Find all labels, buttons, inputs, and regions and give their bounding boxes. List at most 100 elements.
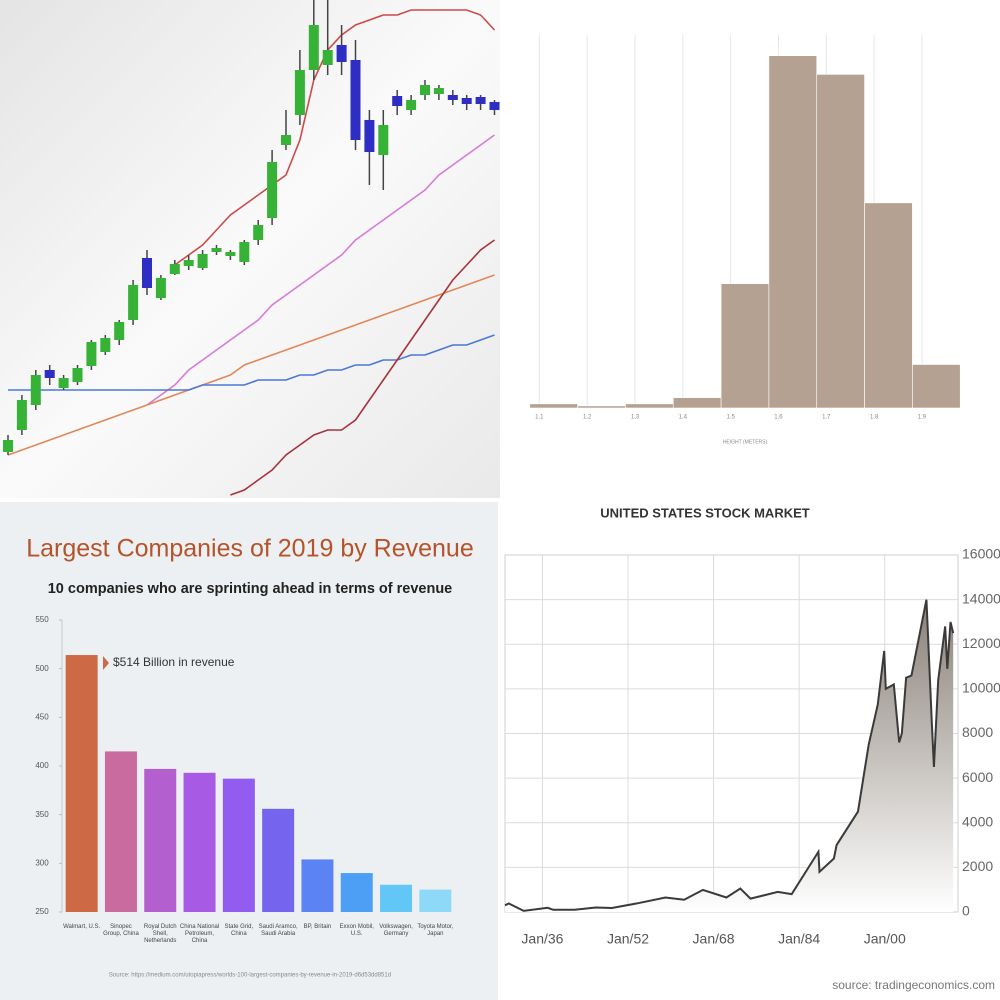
candle-body [322, 50, 333, 65]
candle-body [100, 338, 111, 352]
candle-body [225, 252, 236, 256]
bar [222, 778, 255, 912]
candle-body [253, 225, 264, 240]
x-tick-label: Jan/36 [521, 931, 563, 947]
y-tick-label: 400 [35, 761, 49, 770]
source-note: Source: https://medium.com/utopiapress/w… [109, 973, 391, 979]
candle-body [378, 125, 389, 155]
candle-body [475, 97, 486, 104]
candle-body [433, 88, 444, 94]
x-tick-label: BP, Britain [303, 924, 332, 930]
x-tick-label: 1.9 [918, 415, 927, 421]
moving-average-line [7, 274, 495, 456]
x-tick-label: Saudi Aramco, Saudi Arabia [258, 924, 298, 937]
histogram-bar [768, 55, 818, 409]
bar [301, 859, 334, 912]
x-tick-label: Jan/68 [693, 931, 735, 947]
candle-body [155, 278, 166, 298]
y-tick-label: 250 [35, 907, 49, 916]
candle-body [58, 378, 69, 388]
x-tick-label: State Grid, China [224, 924, 254, 937]
area-fill [505, 599, 954, 912]
x-tick-label: 1.7 [822, 415, 831, 421]
candle-body [489, 102, 500, 110]
candle-body [142, 258, 152, 288]
candle-body [461, 98, 472, 104]
chart-title: UNITED STATES STOCK MARKET [600, 505, 810, 520]
candle-plot [3, 0, 500, 496]
x-tick-label: 1.1 [535, 415, 544, 421]
x-axis-label: HEIGHT (METERS) [723, 439, 768, 445]
candle-body [267, 162, 278, 218]
candle-body [406, 100, 417, 110]
bar [104, 751, 137, 912]
y-tick-label: 16000 [962, 546, 1000, 562]
candle-body [3, 440, 13, 452]
x-tick-label: Walmart, U.S. [63, 924, 101, 930]
x-tick-label: Jan/00 [864, 931, 906, 947]
moving-average-line [8, 334, 495, 391]
y-tick-label: 350 [35, 810, 49, 819]
y-tick-label: 2000 [962, 858, 993, 874]
moving-average-line [230, 239, 495, 496]
y-tick-label: 300 [35, 858, 49, 867]
x-tick-label: Sinopec Group, China [103, 924, 139, 937]
bar [65, 655, 98, 912]
x-tick-label: 1.5 [726, 415, 735, 421]
x-tick-label: 1.4 [679, 415, 688, 421]
candle-body [44, 370, 55, 378]
y-tick-label: 450 [35, 712, 49, 721]
candle-body [294, 70, 305, 115]
candle-body [197, 254, 208, 268]
histogram-bar [577, 405, 626, 409]
candle-body [72, 368, 83, 382]
histogram-bar [912, 364, 961, 409]
y-tick-label: 4000 [962, 813, 993, 829]
histogram-bar [720, 283, 770, 409]
source-note: source: tradingeconomics.com [832, 978, 995, 992]
bar [262, 808, 295, 912]
candle-body [336, 45, 347, 62]
candle-body [447, 95, 458, 100]
y-tick-label: 12000 [962, 635, 1000, 651]
histogram-bar [529, 403, 578, 409]
candle-body [364, 120, 375, 152]
candle-body [128, 285, 139, 320]
x-tick-label: China National Petroleum, China [179, 924, 220, 944]
y-tick-label: 10000 [962, 680, 1000, 696]
annotation: $514 Billion in revenue [113, 655, 235, 669]
candle-body [281, 135, 291, 145]
x-tick-label: Volkswagen, Germany [379, 924, 413, 937]
moving-average-line [174, 9, 496, 266]
candle-body [114, 322, 125, 340]
y-tick-label: 550 [35, 615, 49, 624]
x-tick-label: Toyota Motor, Japan [417, 924, 454, 937]
x-tick-label: 1.2 [583, 415, 592, 421]
y-tick-label: 0 [962, 903, 970, 919]
bar [183, 772, 216, 912]
x-tick-label: 1.8 [870, 415, 879, 421]
candle-body [169, 264, 180, 274]
x-tick-label: Jan/52 [607, 931, 649, 947]
histogram-bar [625, 403, 674, 409]
candle-body [350, 60, 361, 140]
panel-background [0, 0, 500, 498]
bar [419, 889, 452, 912]
x-tick-label: Royal Dutch Shell, Netherlands [143, 924, 177, 944]
bar [144, 768, 177, 912]
y-tick-label: 8000 [962, 724, 993, 740]
y-tick-label: 14000 [962, 590, 1000, 606]
candle-body [308, 25, 319, 70]
candle-body [239, 242, 250, 262]
x-tick-label: 1.6 [774, 415, 783, 421]
moving-average-line [146, 134, 495, 406]
histogram-bar [816, 74, 865, 409]
chart-subtitle: 10 companies who are sprinting ahead in … [48, 581, 453, 597]
bar [340, 873, 373, 912]
candle-body [86, 342, 97, 366]
x-tick-label: 1.3 [631, 415, 640, 421]
candle-body [392, 96, 403, 106]
bar [380, 884, 413, 912]
